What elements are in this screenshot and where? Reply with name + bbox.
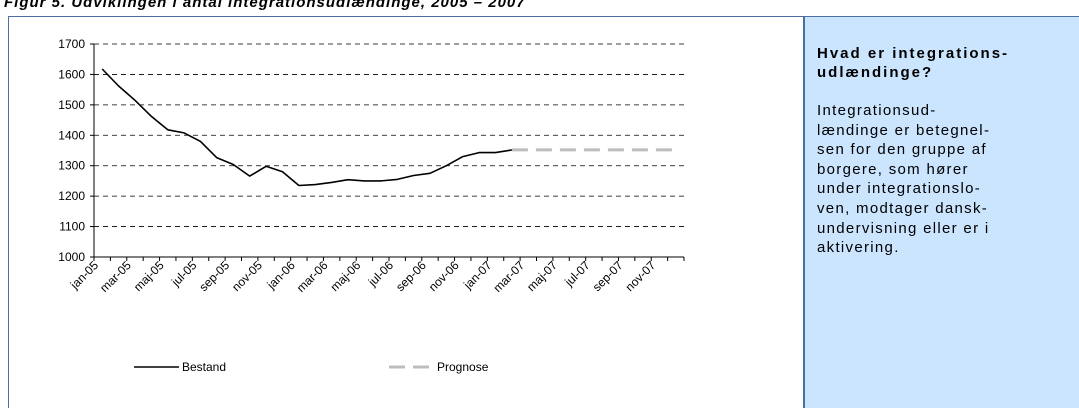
figure-title: Figur 5. Udviklingen i antal integration… <box>4 0 526 11</box>
y-tick-label: 1500 <box>58 98 85 112</box>
x-tick-label: nov-07 <box>622 258 658 294</box>
sidebar-body-line: under integrationslo- <box>817 180 982 198</box>
sidebar-title-line: udlændinge? <box>817 64 934 81</box>
x-tick-label: sep-06 <box>393 258 429 294</box>
x-tick-label: nov-05 <box>229 258 265 294</box>
y-tick-label: 1700 <box>58 37 85 51</box>
sidebar-body-line: Integrationsud- <box>817 102 937 119</box>
y-tick-label: 1000 <box>58 250 85 264</box>
sidebar-title: Hvad er integrations- udlændinge? <box>817 44 1069 82</box>
sidebar-body-line: ven, modtager dansk- <box>817 199 989 217</box>
chart-panel: 1000 1100 1200 1300 1400 1500 1600 1700 jan-05 ma… <box>8 16 804 408</box>
legend-label: Prognose <box>437 360 489 374</box>
x-tick-label: maj-05 <box>131 258 167 294</box>
legend-label: Bestand <box>182 360 226 374</box>
x-tick-label: sep-05 <box>196 258 232 294</box>
y-tick-label: 1400 <box>58 128 85 142</box>
x-tick-label: maj-07 <box>524 258 560 294</box>
series-line-bestand <box>101 68 513 187</box>
sidebar-body-line: undervisning eller er i <box>817 219 990 237</box>
x-tick-label: jul-05 <box>168 258 200 290</box>
x-tick-label: jul-06 <box>365 258 397 290</box>
info-sidebar: Hvad er integrations- udlændinge? Integr… <box>804 16 1079 408</box>
x-tick-label: nov-06 <box>426 258 462 294</box>
line-chart: 10001100120013001400150016001700jan-05ma… <box>58 37 685 374</box>
x-tick-label: jan-07 <box>460 258 494 292</box>
sidebar-body-line: aktivering. <box>817 239 900 257</box>
x-tick-label: jan-06 <box>264 258 298 292</box>
y-tick-label: 1200 <box>58 189 85 203</box>
y-tick-label: 1300 <box>58 159 85 173</box>
sidebar-body-line: borgere, som hører <box>817 160 969 178</box>
x-tick-label: maj-06 <box>328 258 364 294</box>
x-tick-label: mar-07 <box>490 258 527 295</box>
sidebar-title-line: Hvad er integrations- <box>817 45 1010 62</box>
y-tick-label: 1600 <box>58 67 85 81</box>
x-tick-label: sep-07 <box>590 258 626 294</box>
x-tick-label: mar-05 <box>97 258 134 295</box>
y-tick-label: 1100 <box>59 220 85 234</box>
x-tick-label: jul-07 <box>561 258 593 290</box>
sidebar-body: Integrationsud- lændinge er betegnel- se… <box>817 101 1017 258</box>
x-tick-label: mar-06 <box>294 258 331 295</box>
sidebar-body-line: sen for den gruppe af <box>817 141 987 159</box>
sidebar-body-line: lændinge er betegnel- <box>817 121 991 139</box>
